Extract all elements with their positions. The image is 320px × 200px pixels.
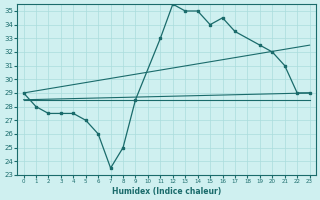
X-axis label: Humidex (Indice chaleur): Humidex (Indice chaleur)	[112, 187, 221, 196]
